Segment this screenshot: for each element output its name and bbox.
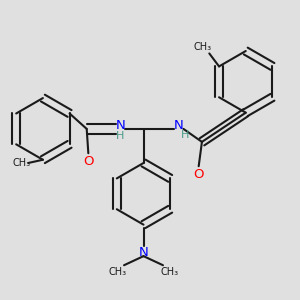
Text: CH₃: CH₃ — [13, 158, 31, 168]
Text: H: H — [116, 131, 124, 141]
Text: O: O — [194, 168, 204, 181]
Text: H: H — [181, 130, 189, 140]
Text: N: N — [139, 246, 148, 259]
Text: N: N — [115, 118, 125, 131]
Text: N: N — [174, 118, 183, 131]
Text: O: O — [83, 155, 94, 168]
Text: CH₃: CH₃ — [194, 42, 212, 52]
Text: CH₃: CH₃ — [109, 267, 127, 277]
Text: CH₃: CH₃ — [160, 267, 178, 277]
